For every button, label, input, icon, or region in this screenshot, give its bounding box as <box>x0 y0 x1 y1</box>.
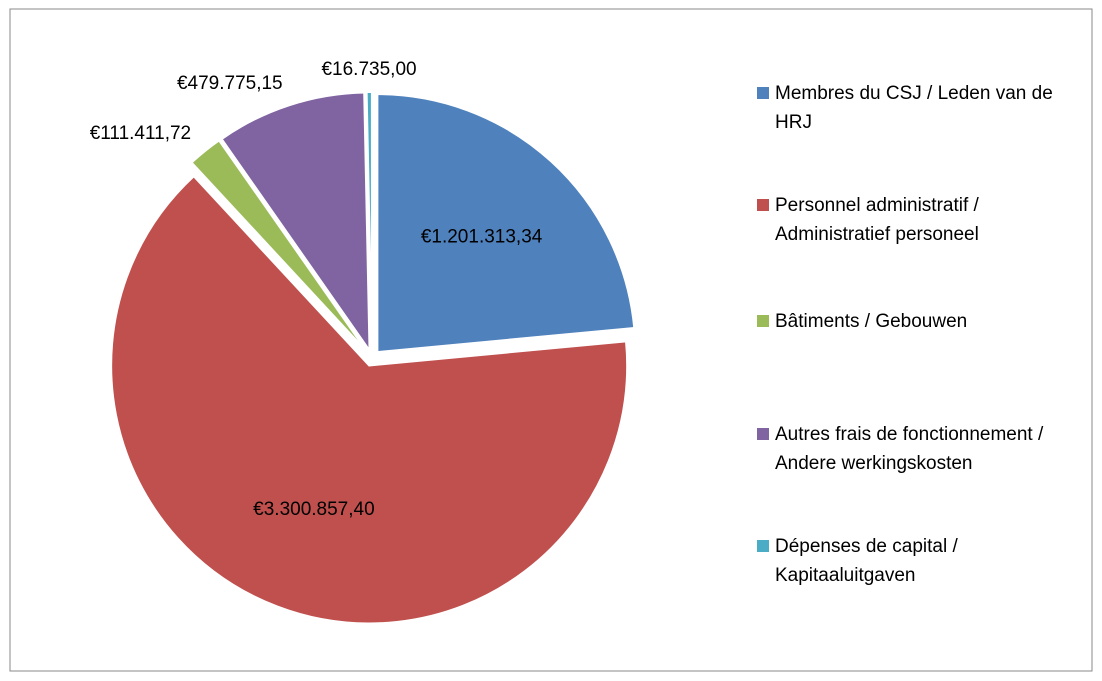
data-label: €1.201.313,34 <box>421 227 543 248</box>
legend-swatch <box>757 540 769 552</box>
legend-entry: Personnel administratif / Administratief… <box>757 191 1087 249</box>
legend-entry: Membres du CSJ / Leden van de HRJ <box>757 79 1087 137</box>
pie-slice <box>190 138 368 353</box>
legend-entry: Dépenses de capital / Kapitaaluitgaven <box>757 532 1087 590</box>
legend-swatch <box>757 428 769 440</box>
pie-slice <box>365 91 373 351</box>
chart-border <box>9 8 1093 672</box>
legend-label: Dépenses de capital / Kapitaaluitgaven <box>775 536 958 586</box>
pie-slice <box>376 93 636 354</box>
data-label: €16.735,00 <box>321 59 416 80</box>
legend-label: Membres du CSJ / Leden van de HRJ <box>775 83 1053 133</box>
legend-swatch <box>757 199 769 211</box>
legend-entry: Autres frais de fonctionnement / Andere … <box>757 420 1087 478</box>
legend-entry: Bâtiments / Gebouwen <box>757 307 1087 336</box>
legend-swatch <box>757 87 769 99</box>
pie-slice <box>110 174 629 625</box>
legend-label: Autres frais de fonctionnement / Andere … <box>775 424 1044 474</box>
data-label: €479.775,15 <box>177 73 283 94</box>
legend-label: Personnel administratif / Administratief… <box>775 195 979 245</box>
data-label: €3.300.857,40 <box>253 499 375 520</box>
legend-swatch <box>757 315 769 327</box>
legend-label: Bâtiments / Gebouwen <box>775 311 968 332</box>
pie-slice <box>220 91 371 354</box>
data-label: €111.411,72 <box>90 123 191 144</box>
